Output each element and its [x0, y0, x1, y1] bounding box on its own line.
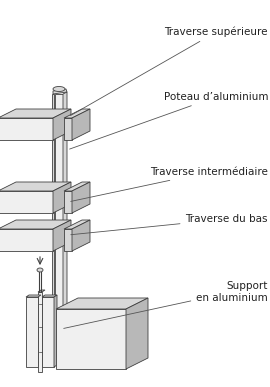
Text: Poteau d’aluminium: Poteau d’aluminium	[70, 92, 268, 149]
Polygon shape	[0, 229, 53, 251]
Text: Support
en aluminium: Support en aluminium	[64, 281, 268, 329]
Polygon shape	[53, 182, 71, 213]
Polygon shape	[42, 297, 54, 367]
Polygon shape	[72, 220, 90, 251]
Polygon shape	[53, 220, 71, 251]
Polygon shape	[53, 89, 67, 94]
Polygon shape	[54, 295, 57, 367]
Polygon shape	[55, 94, 63, 352]
Polygon shape	[0, 191, 53, 213]
Polygon shape	[64, 191, 72, 213]
Text: Traverse supérieure: Traverse supérieure	[70, 27, 268, 116]
Polygon shape	[38, 290, 45, 292]
Polygon shape	[52, 94, 54, 352]
Polygon shape	[63, 92, 67, 352]
Polygon shape	[38, 292, 42, 372]
Ellipse shape	[37, 268, 43, 272]
Polygon shape	[42, 295, 57, 297]
Polygon shape	[64, 109, 90, 118]
Polygon shape	[72, 182, 90, 213]
Polygon shape	[64, 229, 72, 251]
Polygon shape	[26, 297, 38, 367]
Polygon shape	[64, 118, 72, 140]
Polygon shape	[56, 298, 148, 309]
Polygon shape	[26, 295, 41, 297]
Polygon shape	[0, 220, 71, 229]
Polygon shape	[64, 182, 90, 191]
Polygon shape	[53, 109, 71, 140]
Polygon shape	[0, 109, 71, 118]
Polygon shape	[0, 182, 71, 191]
Ellipse shape	[53, 87, 65, 91]
Polygon shape	[126, 298, 148, 369]
Polygon shape	[56, 309, 126, 369]
Polygon shape	[72, 109, 90, 140]
Text: Traverse du bas: Traverse du bas	[71, 214, 268, 235]
Polygon shape	[0, 118, 53, 140]
Text: Traverse intermédiaire: Traverse intermédiaire	[71, 167, 268, 201]
Polygon shape	[64, 220, 90, 229]
